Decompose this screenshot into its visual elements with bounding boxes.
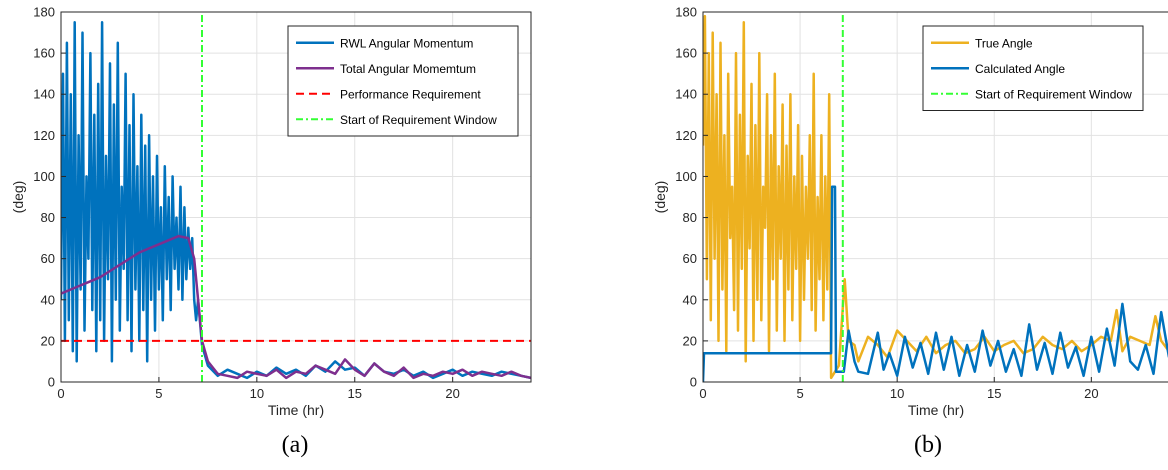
y-tick-label: 40 — [41, 292, 55, 307]
caption-b: (b) — [914, 432, 942, 458]
legend-box — [287, 25, 519, 137]
series-group — [61, 12, 531, 382]
caption-a: (a) — [281, 432, 309, 458]
legend-label-1: Calculated Angle — [975, 62, 1065, 76]
x-axis-label: Time (hr) — [268, 402, 324, 418]
legend-label-3: Start of Requirement Window — [340, 113, 497, 127]
axes-box — [60, 11, 532, 383]
chart-panel-b: 0 5 10 15 20 0 20 40 60 80 100 120 140 160 180 Time (hr… — [652, 5, 1168, 418]
y-tick-label: 140 — [33, 87, 55, 102]
x-tick-label: 10 — [250, 386, 264, 401]
y-axis-label: (deg) — [10, 181, 26, 214]
legend-label-0: RWL Angular Momentum — [340, 36, 473, 50]
x-tick-label: 5 — [155, 386, 162, 401]
legend: True Angle Calculated Angle Start of Requi… — [922, 25, 1144, 111]
y-tick-label: 160 — [675, 46, 697, 61]
y-tick-label: 180 — [675, 5, 697, 20]
y-tick-label: 120 — [33, 128, 55, 143]
y-tick-label: 80 — [41, 210, 55, 225]
y-tick-label: 0 — [690, 375, 697, 390]
y-tick-label: 120 — [675, 128, 697, 143]
x-tick-label: 20 — [1084, 386, 1098, 401]
x-axis-label: Time (hr) — [908, 402, 964, 418]
series-line-0 — [703, 14, 1168, 380]
y-tick-label: 0 — [48, 375, 55, 390]
y-axis-label: (deg) — [652, 181, 668, 214]
x-tick-label: 15 — [348, 386, 362, 401]
axes-box — [702, 11, 1168, 383]
y-tick-label: 60 — [41, 251, 55, 266]
y-tick-label: 40 — [683, 292, 697, 307]
y-tick-label: 80 — [683, 210, 697, 225]
x-tick-label: 5 — [796, 386, 803, 401]
legend: RWL Angular Momentum Total Angular Momemt… — [287, 25, 519, 137]
x-tick-label: 10 — [890, 386, 904, 401]
y-tick-label: 160 — [33, 46, 55, 61]
y-tick-label: 100 — [33, 169, 55, 184]
legend-label-1: Total Angular Momemtum — [340, 62, 476, 76]
x-tick-label: 20 — [445, 386, 459, 401]
x-tick-label: 15 — [987, 386, 1001, 401]
x-tick-label: 0 — [699, 386, 706, 401]
y-tick-label: 140 — [675, 87, 697, 102]
y-tick-label: 100 — [675, 169, 697, 184]
y-tick-label: 180 — [33, 5, 55, 20]
y-tick-label: 20 — [41, 333, 55, 348]
series-line-1 — [703, 185, 1168, 382]
x-tick-label: 0 — [57, 386, 64, 401]
y-tick-label: 20 — [683, 333, 697, 348]
legend-label-0: True Angle — [975, 36, 1033, 50]
legend-label-2: Performance Requirement — [340, 87, 481, 101]
series-line-1 — [61, 234, 531, 380]
legend-label-2: Start of Requirement Window — [975, 87, 1132, 101]
y-tick-label: 60 — [683, 251, 697, 266]
series-group — [703, 12, 1168, 382]
chart-panel-a: 0 5 10 15 20 0 20 40 60 80 100 120 140 160 180 Time (hr… — [10, 5, 532, 418]
